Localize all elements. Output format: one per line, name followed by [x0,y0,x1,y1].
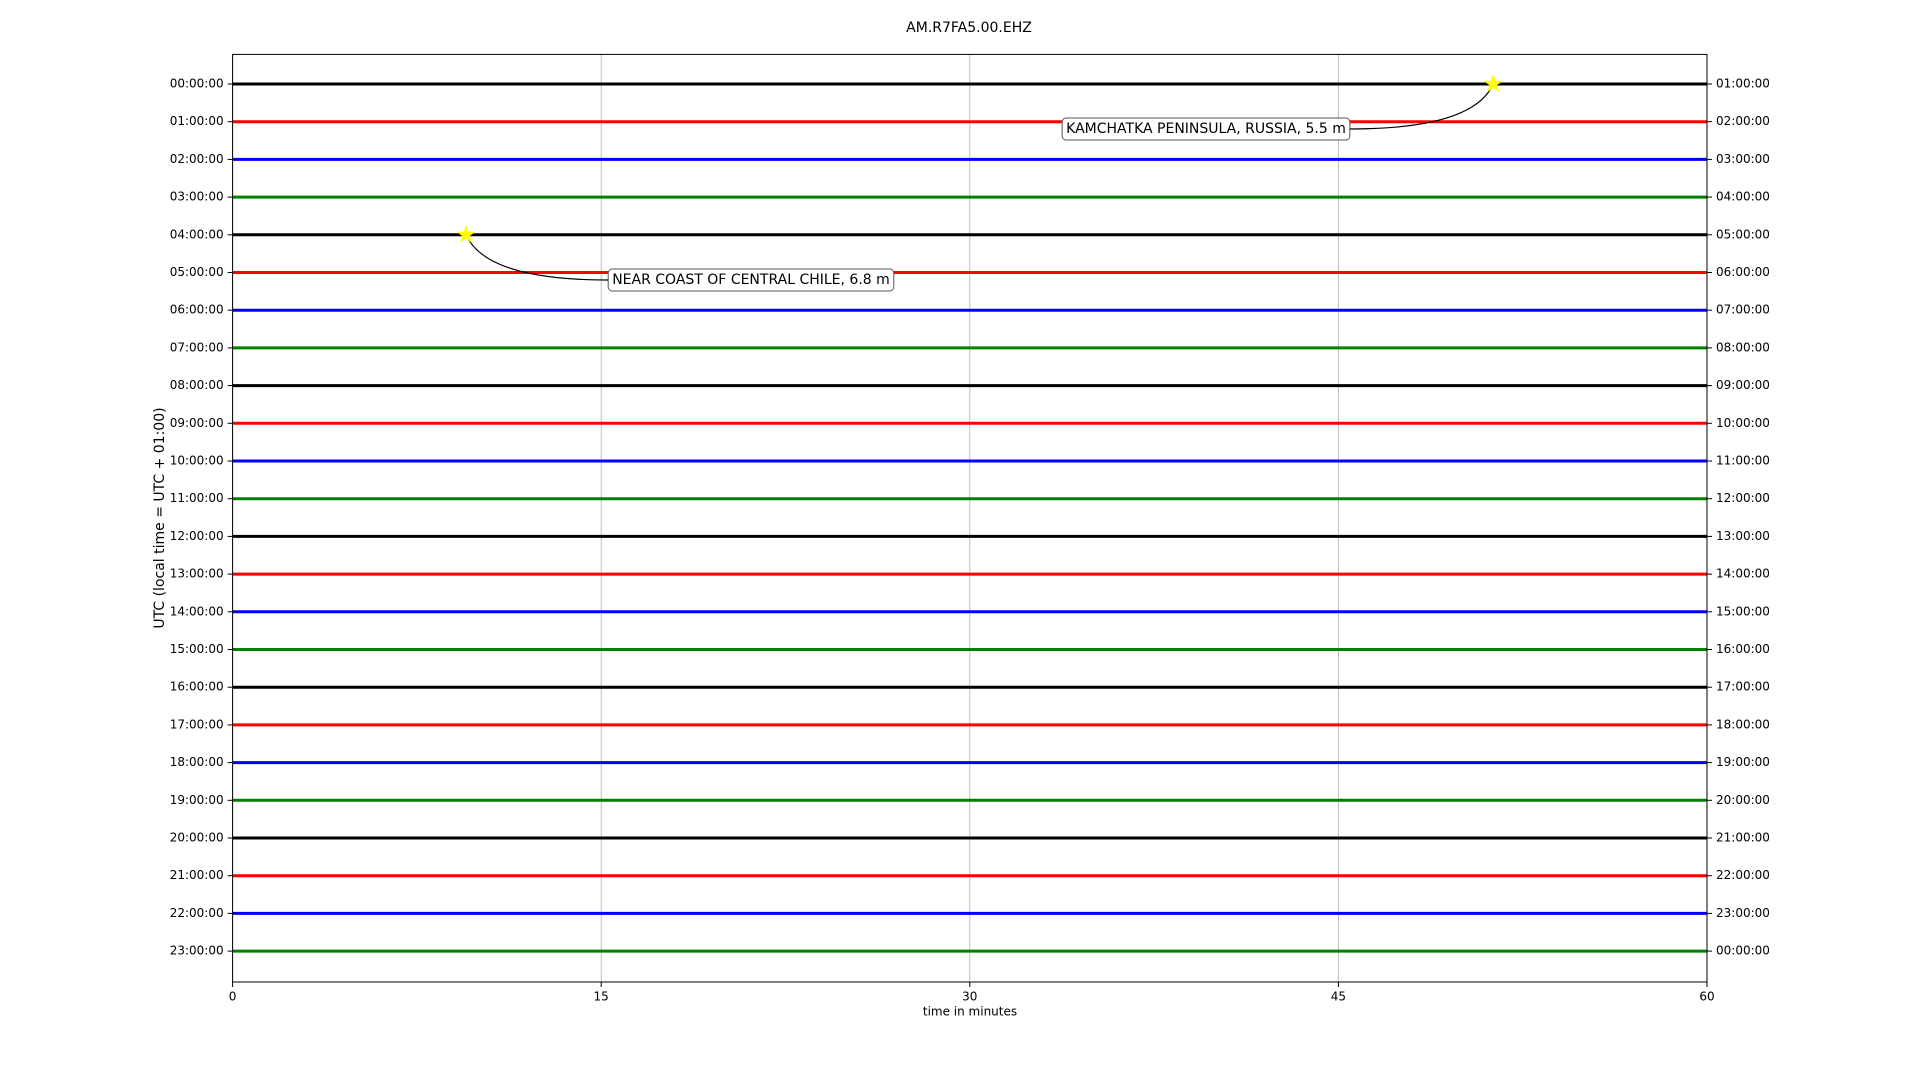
x-axis-label: time in minutes [923,1005,1017,1019]
y2-tick-label: 17:00:00 [1716,680,1770,694]
y-tick-label: 05:00:00 [170,265,224,279]
y-tick-label: 15:00:00 [170,642,224,656]
y-tick-label: 13:00:00 [170,567,224,581]
event-connector [1349,83,1494,130]
y-tick-label: 18:00:00 [170,755,224,769]
y-tick-label: 20:00:00 [170,831,224,845]
y-tick-label: 11:00:00 [170,491,224,505]
y2-tick-label: 01:00:00 [1716,77,1770,91]
y2-tick-label: 04:00:00 [1716,190,1770,204]
y-tick-label: 01:00:00 [170,114,224,128]
y2-tick-label: 20:00:00 [1716,793,1770,807]
chart-title: AM.R7FA5.00.EHZ [906,20,1032,36]
y-tick-label: 14:00:00 [170,604,224,618]
y-tick-label: 07:00:00 [170,340,224,354]
y2-tick-label: 12:00:00 [1716,491,1770,505]
y2-tick-label: 15:00:00 [1716,604,1770,618]
y2-tick-label: 23:00:00 [1716,906,1770,920]
y2-tick-label: 08:00:00 [1716,340,1770,354]
y2-tick-label: 09:00:00 [1716,378,1770,392]
event-annotation: KAMCHATKA PENINSULA, RUSSIA, 5.5 m [1061,83,1494,141]
plot-frame [232,53,1708,983]
event-star [1483,74,1503,93]
y-tick-label: 06:00:00 [170,303,224,317]
x-tick-label: 15 [594,990,609,1004]
y2-tick-label: 14:00:00 [1716,567,1770,581]
y2-tick-label: 22:00:00 [1716,868,1770,882]
y-tick-label: 17:00:00 [170,717,224,731]
event-connector [465,234,609,281]
event-star [456,224,476,243]
y2-tick-label: 16:00:00 [1716,642,1770,656]
y-tick-label: 09:00:00 [170,416,224,430]
y2-tick-label: 13:00:00 [1716,529,1770,543]
y-tick-label: 02:00:00 [170,152,224,166]
y2-tick-label: 03:00:00 [1716,152,1770,166]
y-tick-label: 12:00:00 [170,529,224,543]
y-tick-label: 10:00:00 [170,454,224,468]
x-tick-label: 45 [1331,990,1346,1004]
y-tick-label: 16:00:00 [170,680,224,694]
event-label: NEAR COAST OF CENTRAL CHILE, 6.8 m [612,272,890,288]
y-tick-label: 04:00:00 [170,227,224,241]
y2-tick-label: 06:00:00 [1716,265,1770,279]
y2-tick-label: 18:00:00 [1716,717,1770,731]
x-tick-label: 30 [962,990,977,1004]
x-tick-label: 0 [229,990,237,1004]
y2-tick-label: 11:00:00 [1716,454,1770,468]
y2-tick-label: 19:00:00 [1716,755,1770,769]
event-annotation: NEAR COAST OF CENTRAL CHILE, 6.8 m [465,234,895,292]
y-tick-label: 00:00:00 [170,77,224,91]
y2-tick-label: 05:00:00 [1716,227,1770,241]
event-label: KAMCHATKA PENINSULA, RUSSIA, 5.5 m [1066,121,1346,137]
y-axis-label: UTC (local time = UTC + 01:00) [152,407,168,628]
y2-tick-label: 10:00:00 [1716,416,1770,430]
y-tick-label: 08:00:00 [170,378,224,392]
y2-tick-label: 21:00:00 [1716,831,1770,845]
y2-tick-label: 02:00:00 [1716,114,1770,128]
y-tick-label: 23:00:00 [170,944,224,958]
y-tick-label: 22:00:00 [170,906,224,920]
y2-tick-label: 00:00:00 [1716,944,1770,958]
y-tick-label: 21:00:00 [170,868,224,882]
y2-tick-label: 07:00:00 [1716,303,1770,317]
x-tick-label: 60 [1699,990,1714,1004]
y-tick-label: 03:00:00 [170,190,224,204]
y-tick-label: 19:00:00 [170,793,224,807]
